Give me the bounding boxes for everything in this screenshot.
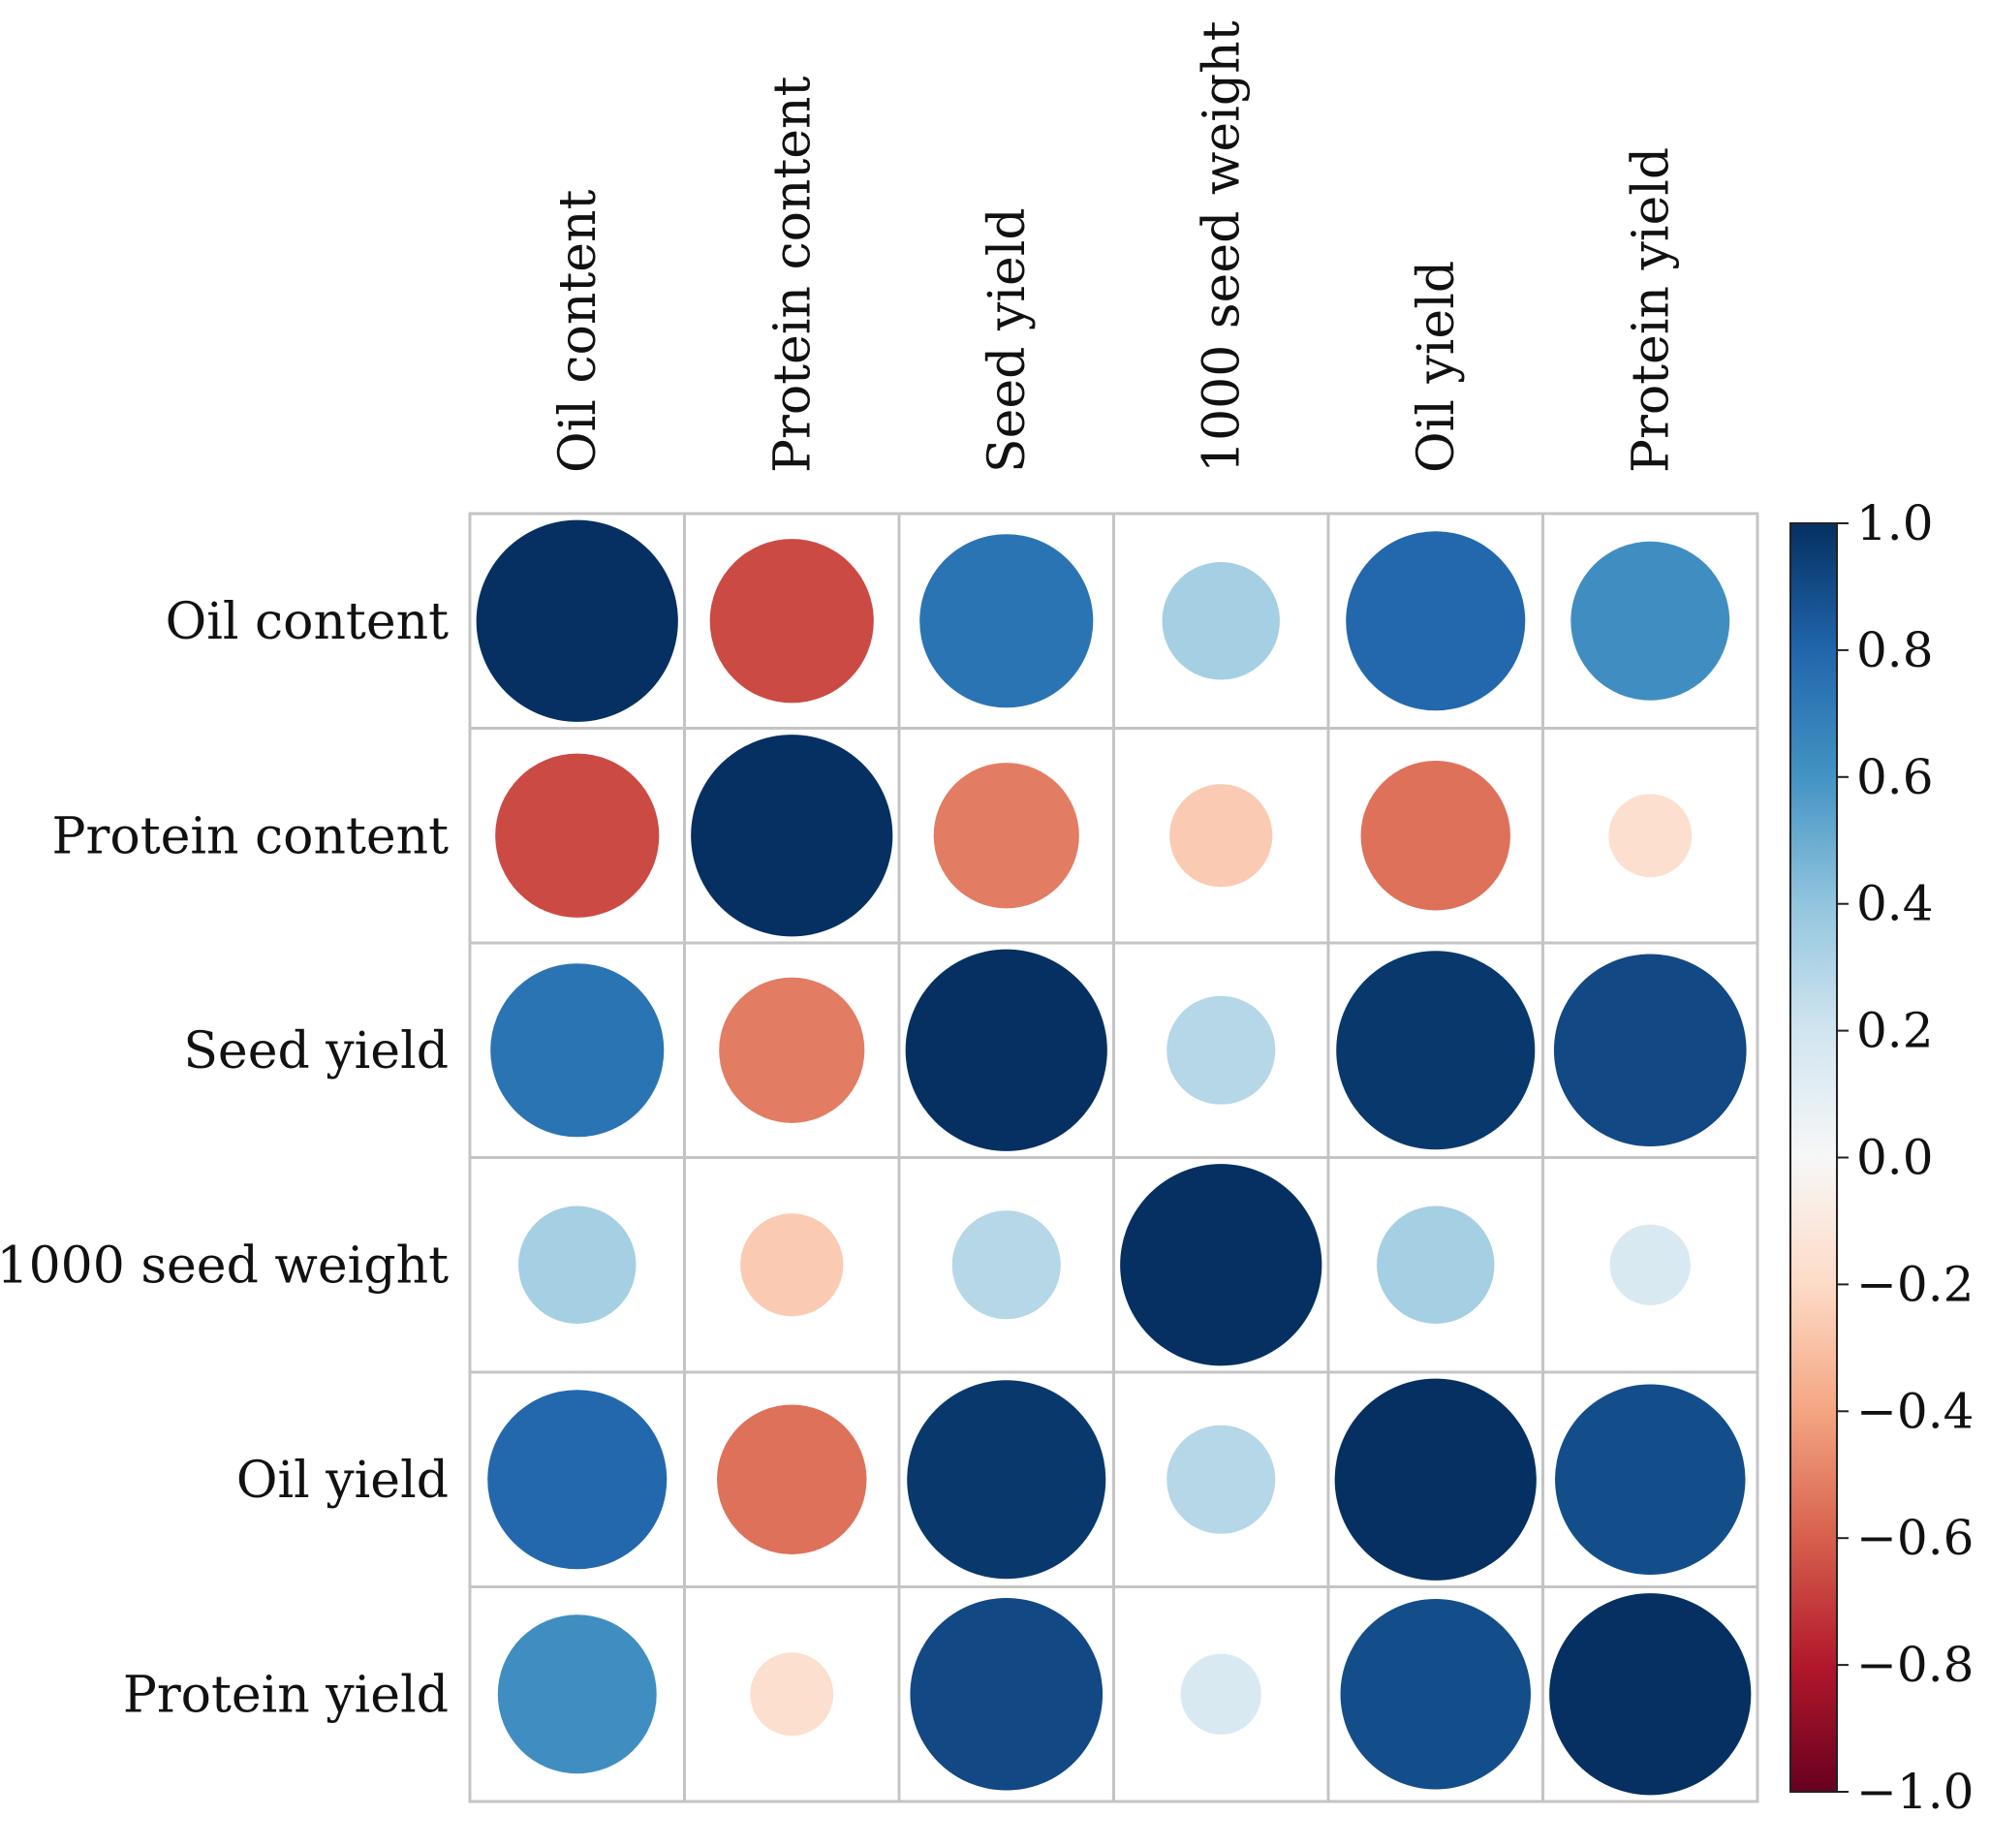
column-label-protein-yield: Protein yield [1622,147,1680,473]
colorbar-tick-label: 0.2 [1856,1003,1934,1059]
correlation-circle-protein-content-oil-yield [1360,761,1510,911]
row-label-seed-yield: Seed yield [183,1022,449,1081]
colorbar-tick-label: −0.8 [1856,1637,1974,1693]
correlation-circle-oil-yield-seed-yield [907,1380,1106,1580]
colorbar-tick-label: 1.0 [1856,495,1934,551]
correlation-circle-seed-yield-1000-seed-weight [1166,995,1276,1105]
correlation-circle-protein-yield-1000-seed-weight [1180,1653,1261,1735]
correlation-circle-oil-yield-oil-content [487,1390,668,1570]
matrix-grid [468,512,1759,1803]
correlation-circle-1000-seed-weight-protein-yield [1609,1224,1691,1305]
correlation-circle-1000-seed-weight-seed-yield [951,1210,1061,1320]
correlation-circle-protein-yield-seed-yield [910,1597,1104,1791]
correlation-circle-protein-content-protein-content [691,735,893,937]
row-label-oil-yield: Oil yield [236,1452,449,1510]
correlation-circle-oil-yield-protein-content [717,1404,867,1554]
colorbar-tick-label: 0.0 [1856,1130,1934,1186]
colorbar-tick-label: 0.6 [1856,749,1934,805]
correlation-circle-1000-seed-weight-oil-content [518,1206,637,1324]
correlation-circle-seed-yield-oil-yield [1336,951,1536,1150]
correlation-circle-protein-content-1000-seed-weight [1169,784,1273,888]
colorbar: 1.0 0.8 0.6 0.4 0.2 0.0 −0.2 −0.4 −0.6 −0.8 −1.0 [1789,495,1974,1820]
column-labels: Oil content Protein content Seed yield 1000… [549,20,1681,473]
colorbar-tick-label: −1.0 [1856,1764,1974,1820]
correlation-circle-oil-content-oil-yield [1346,531,1526,711]
colorbar-gradient [1789,522,1838,1793]
column-label-seed-yield: Seed yield [979,207,1037,473]
correlation-circle-1000-seed-weight-protein-content [740,1213,844,1317]
column-label-oil-yield: Oil yield [1408,261,1466,473]
row-label-protein-yield: Protein yield [123,1666,449,1724]
column-label-protein-content: Protein content [763,76,822,473]
correlation-circle-protein-yield-protein-content [750,1652,834,1737]
row-labels: Oil content Protein content Seed yield 1000… [0,593,449,1725]
correlation-circle-1000-seed-weight-oil-yield [1377,1206,1495,1324]
correlation-circle-oil-yield-protein-yield [1555,1384,1746,1575]
correlation-circle-seed-yield-protein-content [719,977,865,1123]
colorbar-tick-label: −0.6 [1856,1510,1974,1566]
row-label-protein-content: Protein content [52,807,450,865]
correlation-circle-oil-yield-oil-yield [1334,1378,1537,1581]
correlation-circle-protein-yield-oil-yield [1340,1599,1531,1790]
correlation-circle-oil-content-protein-yield [1570,541,1730,701]
colorbar-tick-label: 0.8 [1856,622,1934,678]
correlation-circle-1000-seed-weight-1000-seed-weight [1120,1164,1322,1366]
colorbar-tick-label: 0.4 [1856,876,1934,932]
correlation-circle-protein-yield-protein-yield [1549,1593,1752,1796]
correlation-circle-seed-yield-protein-yield [1553,954,1747,1147]
correlation-circle-oil-content-seed-yield [919,534,1094,708]
correlation-circle-seed-yield-seed-yield [905,949,1107,1151]
correlation-circle-protein-yield-oil-content [497,1614,657,1774]
correlation-circles [476,519,1752,1796]
correlation-circle-oil-content-protein-content [709,539,874,704]
colorbar-tick-label: −0.2 [1856,1256,1974,1312]
correlation-circle-oil-content-1000-seed-weight [1162,562,1280,680]
correlation-circle-protein-content-seed-yield [933,763,1079,909]
row-label-1000-seed-weight: 1000 seed weight [0,1237,449,1295]
column-label-oil-content: Oil content [549,189,607,473]
row-label-oil-content: Oil content [166,593,450,651]
correlation-circle-protein-content-protein-yield [1608,794,1693,878]
colorbar-tick-label: −0.4 [1856,1383,1974,1439]
correlation-circle-oil-yield-1000-seed-weight [1166,1425,1276,1534]
column-label-1000-seed-weight: 1000 seed weight [1193,20,1251,473]
correlation-circle-seed-yield-oil-content [490,963,665,1138]
correlation-circle-protein-content-oil-content [495,753,660,918]
correlation-circle-oil-content-oil-content [476,519,678,722]
